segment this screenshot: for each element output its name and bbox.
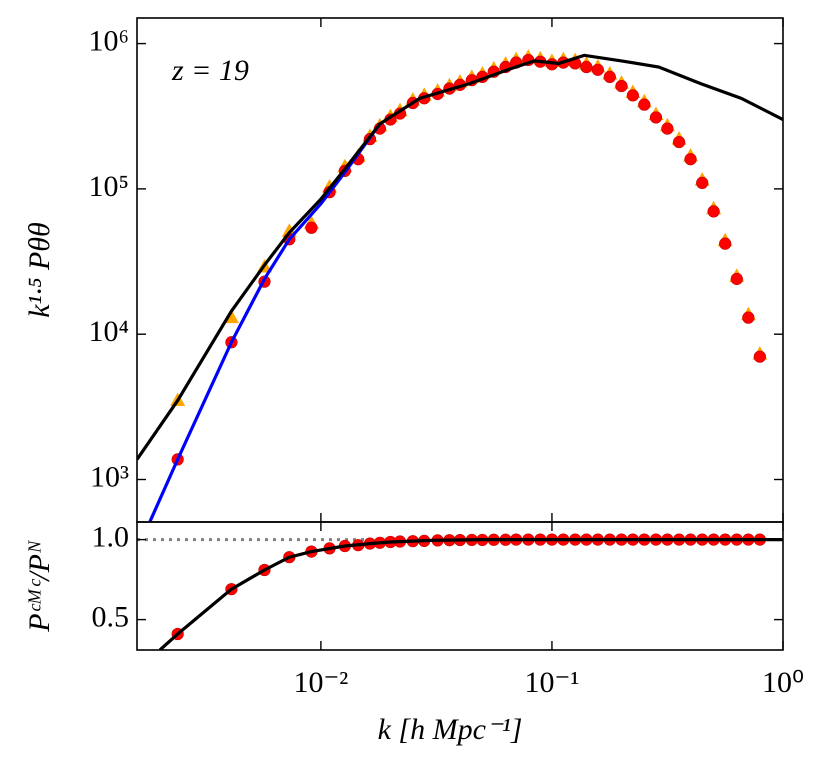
y-tick-label: 1.0 bbox=[92, 520, 130, 553]
circle-marker bbox=[649, 111, 663, 124]
circle-marker bbox=[591, 63, 604, 76]
x-tick-label: 10⁻¹ bbox=[525, 666, 580, 699]
y-tick-label: 0.5 bbox=[92, 600, 130, 633]
x-axis-label: k [h Mpc⁻¹] bbox=[378, 713, 523, 746]
y-axis-label: k¹·⁵ Pθθ bbox=[23, 222, 56, 318]
circle-marker bbox=[638, 98, 651, 111]
data-line bbox=[158, 538, 783, 650]
y-tick-label: 10³ bbox=[90, 460, 129, 493]
y-tick-label: 10⁵ bbox=[89, 170, 129, 203]
axes-frame bbox=[136, 17, 784, 523]
circle-marker bbox=[753, 350, 766, 363]
circle-marker bbox=[719, 237, 732, 250]
circle-marker bbox=[580, 60, 593, 74]
y-axis-label: Pᶜᴹᶜ/Pᴺ bbox=[23, 539, 56, 633]
circle-marker bbox=[707, 205, 720, 218]
annotation: z = 19 bbox=[171, 54, 249, 87]
circle-marker bbox=[603, 70, 616, 83]
x-tick-label: 10⁰ bbox=[762, 666, 804, 699]
circle-marker bbox=[672, 135, 686, 149]
y-tick-label: 10⁴ bbox=[89, 315, 129, 348]
circle-marker bbox=[696, 176, 709, 189]
circle-marker bbox=[626, 89, 639, 102]
circle-marker bbox=[742, 311, 755, 324]
data-line bbox=[137, 53, 783, 461]
circle-marker bbox=[661, 122, 674, 135]
circle-marker bbox=[615, 79, 628, 93]
circle-marker bbox=[305, 221, 318, 234]
plot-area bbox=[137, 49, 783, 522]
y-tick-label: 10⁶ bbox=[89, 24, 129, 57]
x-tick-label: 10⁻² bbox=[293, 666, 348, 699]
data-line bbox=[148, 122, 382, 522]
circle-marker bbox=[730, 272, 743, 286]
plot-area bbox=[137, 533, 783, 650]
axes-frame bbox=[136, 521, 784, 651]
circle-marker bbox=[684, 153, 697, 166]
